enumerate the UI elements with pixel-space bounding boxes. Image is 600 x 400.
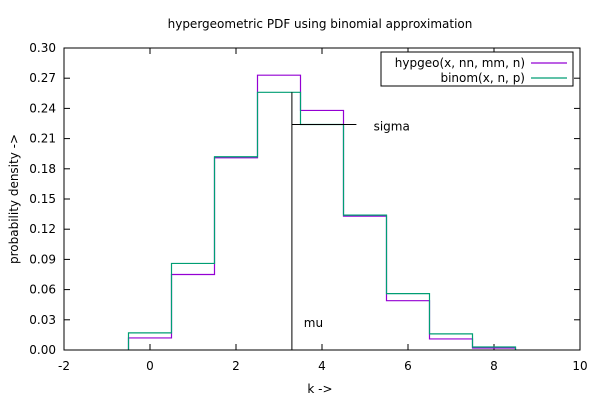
series-line-binom — [127, 91, 517, 350]
y-tick-label: 0.30 — [29, 41, 56, 55]
legend-label-binom: binom(x, n, p) — [440, 71, 525, 85]
sigma-label: sigma — [374, 120, 410, 134]
x-tick-label: 8 — [490, 359, 498, 373]
y-tick-label: 0.21 — [29, 132, 56, 146]
series-line-hypgeo — [127, 74, 517, 350]
y-tick-label: 0.06 — [29, 283, 56, 297]
x-tick-label: 0 — [146, 359, 154, 373]
plot-frame — [63, 47, 581, 351]
y-tick-label: 0.09 — [29, 252, 56, 266]
y-tick-label: 0.12 — [29, 222, 56, 236]
chart-title: hypergeometric PDF using binomial approx… — [168, 17, 473, 31]
plot-area: -2 0 2 4 6 8 10 0.00 0.03 0.06 0.09 0.12 0.15 0.18 0.2… — [29, 41, 587, 373]
y-tick-label: 0.18 — [29, 162, 56, 176]
legend-label-hypgeo: hypgeo(x, nn, mm, n) — [395, 56, 525, 70]
legend-box — [380, 51, 574, 87]
x-axis-label: k -> — [307, 382, 332, 396]
y-tick-label: 0.00 — [29, 343, 56, 357]
x-tick-label: 10 — [572, 359, 587, 373]
y-axis-label: probability density -> — [7, 134, 21, 264]
mu-label: mu — [304, 316, 323, 330]
x-tick-label: 6 — [404, 359, 412, 373]
y-tick-label: 0.03 — [29, 313, 56, 327]
x-tick-label: 2 — [232, 359, 240, 373]
legend: hypgeo(x, nn, mm, n) binom(x, n, p) — [380, 51, 574, 87]
x-tick-label: 4 — [318, 359, 326, 373]
x-tick-label: -2 — [58, 359, 70, 373]
y-tick-label: 0.27 — [29, 71, 56, 85]
y-tick-label: 0.15 — [29, 192, 56, 206]
y-tick-label: 0.24 — [29, 101, 56, 115]
